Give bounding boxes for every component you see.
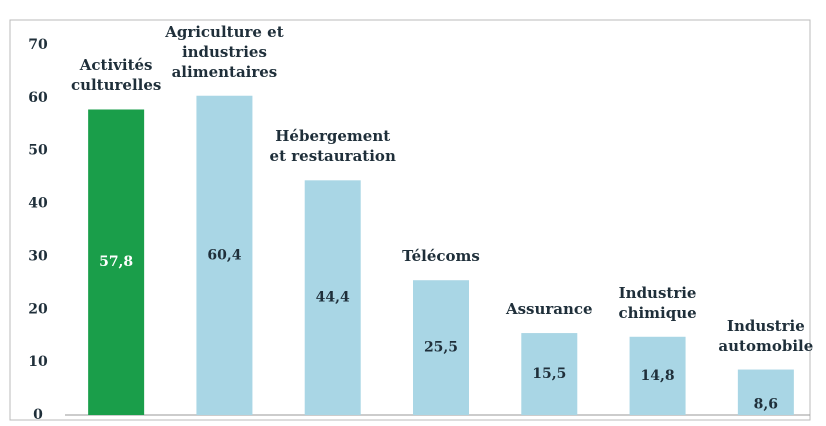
- category-label: Agriculture et industries alimentaires: [165, 22, 284, 81]
- value-label: 25,5: [424, 340, 458, 356]
- value-label: 44,4: [316, 290, 350, 306]
- value-label: 15,5: [532, 366, 566, 382]
- category-label: Activités culturelles: [70, 56, 162, 95]
- value-label: 60,4: [207, 247, 241, 263]
- y-tick-label: 10: [28, 354, 48, 370]
- y-tick-label: 30: [28, 248, 48, 264]
- category-label: Industrie automobile: [718, 316, 814, 355]
- category-label: Télécoms: [402, 247, 480, 266]
- y-tick-label: 20: [28, 301, 48, 317]
- bar: [737, 369, 794, 415]
- category-label: Assurance: [505, 300, 593, 319]
- y-tick-label: 40: [28, 196, 48, 212]
- value-label: 14,8: [641, 368, 675, 384]
- category-label: Industrie chimique: [618, 283, 697, 322]
- bar: [413, 280, 469, 415]
- category-label: Hébergement et restauration: [269, 127, 396, 166]
- value-label: 57,8: [99, 254, 133, 270]
- bar: [196, 95, 253, 415]
- y-tick-label: 50: [28, 143, 48, 159]
- bar: [304, 180, 361, 415]
- y-tick-label: 70: [28, 37, 48, 53]
- bar: [629, 336, 686, 415]
- bar: [88, 109, 145, 415]
- frame: [9, 19, 811, 421]
- bar: [521, 333, 578, 415]
- value-label: 8,6: [754, 397, 778, 413]
- y-tick-label: 60: [28, 90, 48, 106]
- y-tick-label: 0: [33, 407, 43, 423]
